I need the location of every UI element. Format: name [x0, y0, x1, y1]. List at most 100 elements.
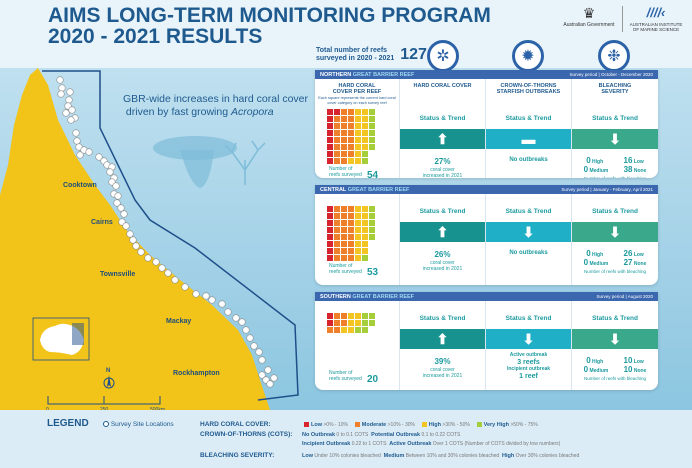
hard-coral-icon: ✲ — [427, 40, 459, 72]
reef-square-high — [362, 144, 368, 150]
reef-square-high — [355, 123, 361, 129]
scale-label-500: 500km — [150, 407, 165, 410]
reef-square-moderate — [341, 227, 347, 233]
reef-square-moderate — [341, 158, 347, 164]
reef-square-high — [362, 116, 368, 122]
reef-square-very-high — [369, 313, 375, 319]
reef-square-high — [362, 248, 368, 254]
cots-outbreaks: Active outbreak 3 reefs Incipient outbreak… — [486, 352, 571, 380]
survey-period: Survey period | October - December 2020 — [569, 72, 653, 77]
legend-item-range: 0 to 0.1 COTS — [336, 432, 369, 438]
legend-bleach-label: BLEACHING SEVERITY: — [200, 452, 275, 459]
hard-coral-column: HARD CORAL COVER Status & Trend ⬆ 27% co… — [400, 79, 486, 178]
region-header: NORTHERN GREAT BARRIER REEF Survey period… — [315, 70, 658, 79]
bleach-high-label: High — [592, 252, 604, 258]
survey-site-dot — [266, 380, 274, 388]
reef-square-moderate — [341, 123, 347, 129]
survey-site-dot — [95, 153, 103, 161]
reef-square-high — [348, 313, 354, 319]
reef-square-high — [341, 327, 347, 333]
survey-site-dot — [56, 76, 64, 84]
region-panel-southern: SOUTHERN GREAT BARRIER REEF Survey period… — [315, 292, 658, 390]
legend-item-name: No Outbreak — [302, 432, 336, 438]
reef-square-high — [355, 130, 361, 136]
bleaching-counts: 0 High 10 Low 0 Medium 10 None Number of r… — [576, 357, 654, 383]
bleach-medium-value: 0 — [583, 165, 589, 174]
bleach-footnote: Number of reefs with bleaching — [583, 376, 647, 381]
reef-square-low — [327, 144, 333, 150]
hard-coral-grid — [327, 313, 375, 333]
bleach-footnote: Number of reefs with bleaching — [583, 269, 647, 274]
reef-square-moderate — [341, 313, 347, 319]
survey-site-dot — [208, 296, 216, 304]
legend-sites-label: Survey Site Locations — [110, 421, 174, 428]
region-panel-central: CENTRAL GREAT BARRIER REEF Survey period … — [315, 185, 658, 285]
reef-square-moderate — [348, 123, 354, 129]
survey-site-dot — [122, 222, 130, 230]
total-label-2: surveyed in 2020 - 2021 — [316, 55, 395, 62]
reefs-surveyed: Number of reefs surveyed 53 — [329, 263, 378, 276]
reef-square-moderate — [341, 151, 347, 157]
reef-square-very-high — [369, 213, 375, 219]
site-dot-icon — [103, 421, 109, 428]
gbr-boundary-line — [42, 70, 299, 401]
incipient-outbreak-value: 1 reef — [519, 373, 538, 380]
reef-square-moderate — [327, 327, 333, 333]
reef-square-low — [327, 227, 333, 233]
bleach-medium-label: Medium — [589, 368, 609, 374]
reef-square-very-high — [362, 255, 368, 261]
reef-square-low — [327, 213, 333, 219]
reef-square-very-high — [369, 220, 375, 226]
region-name: NORTHERN — [320, 71, 352, 78]
hard-coral-column: Status & Trend ⬆ 39% coral cover increas… — [400, 301, 486, 390]
reef-square-moderate — [334, 213, 340, 219]
reef-square-high — [362, 206, 368, 212]
reef-square-moderate — [334, 130, 340, 136]
bleach-medium-label: Medium — [589, 168, 609, 174]
title-line-1: AIMS LONG-TERM MONITORING PROGRAM — [48, 4, 491, 27]
reef-square-high — [355, 234, 361, 240]
aims-logo: ////‹ AUSTRALIAN INSTITUTE OF MARINE SCI… — [626, 4, 686, 32]
reef-square-low — [327, 220, 333, 226]
reef-square-moderate — [348, 151, 354, 157]
legend-hcc-label: HARD CORAL COVER: — [200, 421, 271, 428]
survey-site-dot — [181, 283, 189, 291]
reef-square-very-high — [369, 116, 375, 122]
reef-square-high — [355, 151, 361, 157]
town-townsville: Townsville — [100, 271, 136, 278]
reef-square-high — [355, 206, 361, 212]
reef-square-low — [327, 234, 333, 240]
reef-square-moderate — [334, 206, 340, 212]
reef-square-low — [327, 116, 333, 122]
reef-square-moderate — [341, 320, 347, 326]
bleach-none-value: 38 — [623, 165, 633, 174]
survey-site-dot — [117, 204, 125, 212]
tagline-italic: Acropora — [230, 106, 274, 118]
legend-item-range: >0% - 10% — [323, 422, 348, 428]
reef-square-moderate — [348, 234, 354, 240]
cots-column: CROWN-OF-THORNS STARFISH OUTBREAKS Statu… — [486, 79, 572, 178]
reef-square-high — [362, 234, 368, 240]
legend-title: LEGEND — [47, 418, 89, 429]
survey-site-dot — [129, 236, 137, 244]
town-mackay: Mackay — [166, 318, 192, 325]
scale-label-0: 0 — [46, 407, 49, 410]
reef-square-high — [348, 158, 354, 164]
survey-site-dot — [113, 199, 121, 207]
survey-site-dot — [152, 258, 160, 266]
reef-square-moderate — [341, 144, 347, 150]
reef-square-high — [355, 220, 361, 226]
reef-square-moderate — [334, 137, 340, 143]
col-heading-bleaching: BLEACHING SEVERITY — [598, 83, 632, 95]
cots-status: No outbreaks — [509, 157, 548, 163]
reef-square-high — [355, 320, 361, 326]
town-rockhampton: Rockhampton — [173, 370, 220, 377]
reef-square-high — [362, 241, 368, 247]
legend-swatch — [421, 422, 427, 428]
status-trend-label: Status & Trend — [505, 208, 552, 215]
bleach-medium-label: Medium — [589, 261, 609, 267]
survey-period: Survey period | January - February, Apri… — [561, 187, 653, 192]
reef-square-low — [327, 255, 333, 261]
bleach-high-label: High — [592, 159, 604, 165]
reef-square-very-high — [362, 313, 368, 319]
